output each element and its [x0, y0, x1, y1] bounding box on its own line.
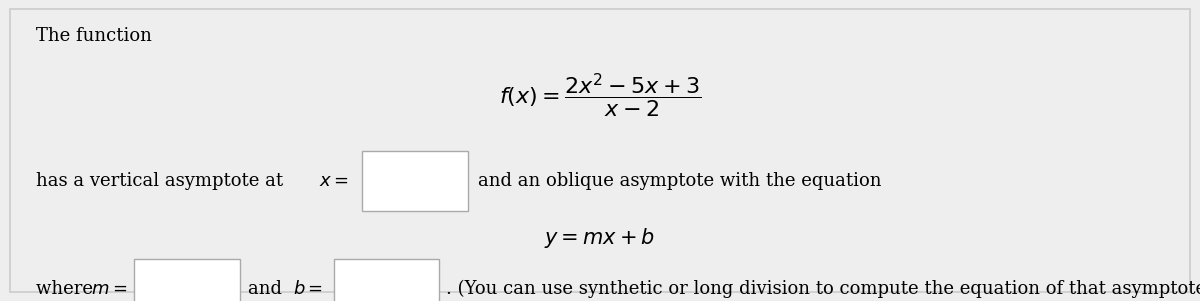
Text: has a vertical asymptote at: has a vertical asymptote at	[36, 172, 289, 190]
Text: and an oblique asymptote with the equation: and an oblique asymptote with the equati…	[478, 172, 881, 190]
Text: $y = mx + b$: $y = mx + b$	[545, 226, 655, 250]
Text: and: and	[248, 280, 288, 298]
Text: The function: The function	[36, 27, 152, 45]
Text: $m =$: $m =$	[91, 280, 127, 298]
Text: where: where	[36, 280, 98, 298]
FancyBboxPatch shape	[134, 259, 240, 301]
FancyBboxPatch shape	[334, 259, 439, 301]
Text: $f(x) = \dfrac{2x^2 - 5x + 3}{x - 2}$: $f(x) = \dfrac{2x^2 - 5x + 3}{x - 2}$	[499, 72, 701, 120]
Text: $b =$: $b =$	[293, 280, 323, 298]
Text: . (You can use synthetic or long division to compute the equation of that asympt: . (You can use synthetic or long divisio…	[446, 280, 1200, 298]
FancyBboxPatch shape	[362, 150, 468, 211]
Text: $x =$: $x =$	[319, 172, 349, 190]
